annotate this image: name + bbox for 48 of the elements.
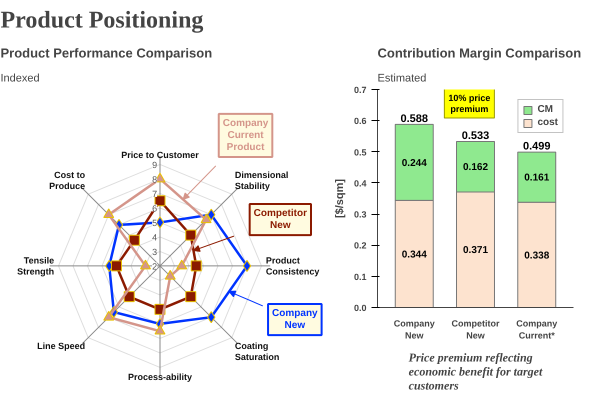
chart-subtitle: Estimated xyxy=(378,72,426,84)
text: Price premium reflecting economic benefit for target customers xyxy=(408,350,543,392)
y-tick-label: 0.5 xyxy=(354,147,367,158)
legend-label: cost xyxy=(537,117,558,128)
annotation: 10% price premium xyxy=(448,93,490,114)
spoke-label: Dimensional Stability xyxy=(234,170,288,192)
chart-title: Product Performance Comparison xyxy=(0,46,212,60)
y-tick-label: 3 xyxy=(152,246,158,257)
spoke-label: Line Speed xyxy=(37,340,86,351)
y-tick-label: 8 xyxy=(152,174,158,184)
data-label: 0.161 xyxy=(524,172,550,184)
total-label: 0.499 xyxy=(522,140,551,153)
y-tick-label: 0.2 xyxy=(354,240,367,251)
y-tick-label: 0.3 xyxy=(354,210,367,220)
spoke-label: Process-ability xyxy=(128,372,192,382)
data-label: 0.244 xyxy=(402,158,428,169)
spoke-label: Cost to Produce xyxy=(49,170,86,192)
data-label: 0.344 xyxy=(402,249,428,260)
y-tick-label: 0.4 xyxy=(354,178,367,188)
x-tick-label: Company Current* xyxy=(516,318,558,340)
data-label: 0.162 xyxy=(462,162,488,174)
y-tick-label: 0.6 xyxy=(354,116,367,126)
y-tick-label: 0.1 xyxy=(354,272,367,282)
text: Company Current Product xyxy=(222,118,269,154)
x-tick-label: Company New xyxy=(394,318,435,340)
spoke-label: Price to Customer xyxy=(121,150,200,160)
total-label: 0.588 xyxy=(400,112,428,125)
spoke-label: Product Consistency xyxy=(266,255,320,276)
y-tick-label: 9 xyxy=(152,160,158,170)
y-tick-label: 7 xyxy=(152,188,158,199)
chart-subtitle: Indexed xyxy=(0,72,40,84)
chart-title: Contribution Margin Comparison xyxy=(378,46,582,60)
spoke-label: Coating Saturation xyxy=(234,340,280,362)
spoke-label: Tensile Strength xyxy=(17,255,54,276)
text: Product Positioning xyxy=(0,8,204,34)
y-tick-label: 2 xyxy=(152,261,158,272)
y-tick-label: 4 xyxy=(152,232,158,242)
y-tick-label: 6 xyxy=(152,203,158,214)
y-tick-label: 5 xyxy=(152,218,158,228)
y-tick-label: 0.0 xyxy=(354,303,367,313)
y-tick-label: 0.7 xyxy=(354,85,367,95)
text: Competitor New xyxy=(254,208,308,232)
x-tick-label: Competitor New xyxy=(452,318,500,340)
legend-label: CM xyxy=(537,104,554,115)
total-label: 0.533 xyxy=(462,130,490,142)
y-axis-title: [$/sqm] xyxy=(334,178,346,218)
data-label: 0.371 xyxy=(462,245,488,256)
data-label: 0.338 xyxy=(524,250,550,262)
